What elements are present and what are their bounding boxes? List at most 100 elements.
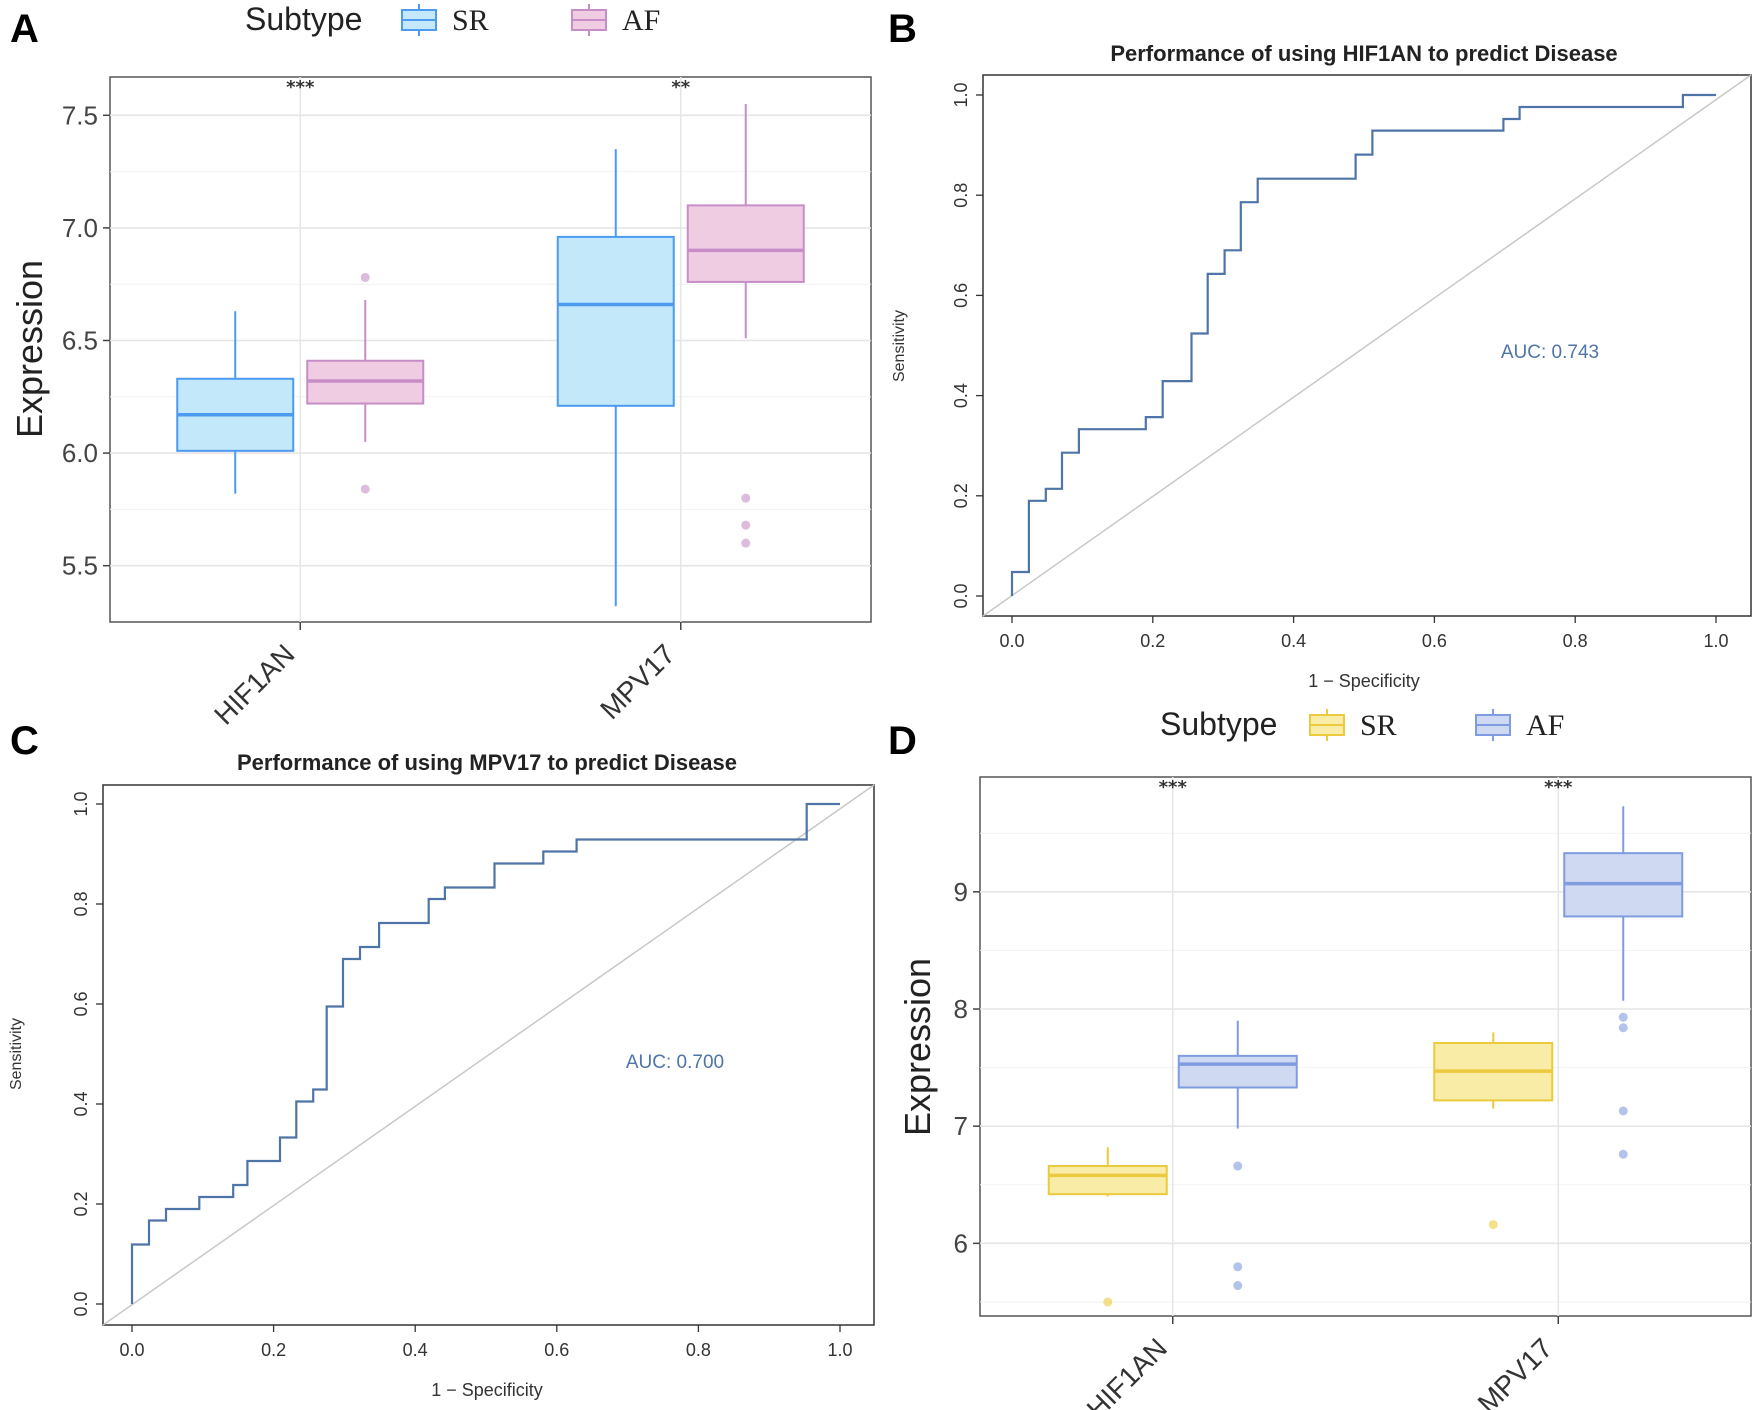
panel-letter-a: A (10, 7, 39, 51)
y-tick-label: 0.2 (71, 1191, 91, 1216)
outlier-point (741, 493, 751, 503)
outlier-point (1618, 1106, 1628, 1116)
outlier-point (1233, 1262, 1243, 1272)
x-tick-label: HIF1AN (208, 638, 300, 730)
significance-label: *** (286, 77, 315, 98)
legend-entry-af: AF (1475, 709, 1564, 742)
roc-curve (1010, 93, 1716, 596)
boxes (1047, 806, 1684, 1307)
y-tick-label: 0.2 (951, 483, 971, 508)
legend-label: SR (1360, 709, 1397, 742)
y-tick-label: 6.0 (62, 438, 98, 468)
y-axis-label: Expression (897, 958, 938, 1136)
outlier-point (1233, 1161, 1243, 1171)
y-tick-label: 7.5 (62, 100, 98, 130)
x-axis-label: 1 − Specificity (1308, 671, 1420, 691)
legend-title: Subtype (1160, 706, 1277, 742)
y-tick-label: 8 (954, 994, 968, 1024)
panel-d: D Subtype SR AF *** *** 6 7 8 9 HIF1AN MPV17 E… (888, 706, 1752, 1410)
box-mpv17-sr (556, 149, 675, 607)
x-tick-label: HIF1AN (1081, 1332, 1173, 1410)
x-tick-label: 1.0 (1703, 631, 1728, 651)
outlier-point (360, 484, 370, 494)
y-axis-label: Sensitivity (8, 1018, 25, 1090)
x-tick-label: 0.2 (261, 1340, 286, 1360)
x-tick-label: 1.0 (827, 1340, 852, 1360)
box-hif1an-af (306, 272, 425, 494)
legend-label: AF (1526, 709, 1564, 742)
box-body (1177, 1054, 1298, 1089)
y-tick-label: 7.0 (62, 213, 98, 243)
box-body (1047, 1165, 1168, 1196)
x-tick-label: MPV17 (1472, 1332, 1559, 1410)
outlier-point (1488, 1220, 1498, 1230)
auc-label: AUC: 0.700 (626, 1052, 724, 1073)
box-body (556, 235, 675, 407)
panel-b: B Performance of using HIF1AN to predict… (888, 7, 1752, 691)
auc-label: AUC: 0.743 (1501, 342, 1599, 363)
y-tick-label: 0.6 (951, 283, 971, 308)
box-mpv17-af (1563, 806, 1684, 1159)
box-hif1an-sr (176, 311, 295, 494)
x-tick-label: MPV17 (594, 638, 681, 725)
y-axis-label: Expression (9, 260, 50, 438)
panel-c: C Performance of using MPV17 to predict … (8, 719, 875, 1400)
x-axis-label: 1 − Specificity (431, 1380, 543, 1400)
box-mpv17-af (686, 104, 805, 548)
y-tick-label: 1.0 (951, 82, 971, 107)
x-tick-label: 0.8 (686, 1340, 711, 1360)
x-tick-label: 0.4 (403, 1340, 428, 1360)
significance-label: *** (1544, 777, 1573, 798)
panel-letter-c: C (10, 719, 39, 763)
plot-area (109, 76, 872, 623)
roc-curve (130, 802, 840, 1304)
x-tick-label: 0.2 (1140, 631, 1165, 651)
x-tick-label: 0.4 (1281, 631, 1306, 651)
box-hif1an-sr (1047, 1147, 1168, 1307)
legend-entry-af: AF (571, 4, 660, 37)
legend: SR AF (1309, 709, 1564, 742)
axes: 0.0 0.2 0.4 0.6 0.8 1.0 0.0 0.2 0.4 0.6 0.8 1.0 (951, 74, 1752, 651)
plot-border (102, 784, 875, 1326)
legend-entry-sr: SR (401, 4, 489, 37)
legend-label: SR (452, 4, 489, 37)
outlier-point (1103, 1297, 1113, 1307)
chart-title: Performance of using MPV17 to predict Di… (237, 750, 737, 775)
y-tick-label: 0.0 (71, 1291, 91, 1316)
outlier-point (741, 538, 751, 548)
y-tick-label: 6.5 (62, 325, 98, 355)
y-axis: 6 7 8 9 (954, 877, 980, 1258)
box-mpv17-sr (1433, 1032, 1554, 1230)
x-tick-label: 0.6 (544, 1340, 569, 1360)
plot-border (982, 74, 1752, 617)
box-body (686, 204, 805, 283)
boxes (176, 104, 805, 607)
outlier-point (1618, 1012, 1628, 1022)
axes: 0.0 0.2 0.4 0.6 0.8 1.0 0.0 0.2 0.4 0.6 0.8 1.0 (71, 784, 875, 1360)
outlier-point (741, 520, 751, 530)
outlier-point (360, 272, 370, 282)
diagonal-reference-line (102, 784, 875, 1326)
y-tick-label: 0.4 (951, 383, 971, 408)
x-tick-label: 0.0 (119, 1340, 144, 1360)
roc-line (1010, 93, 1716, 596)
y-tick-label: 9 (954, 877, 968, 907)
y-tick-label: 7 (954, 1111, 968, 1141)
x-axis: HIF1AN MPV17 (208, 622, 682, 731)
y-tick-label: 0.8 (951, 183, 971, 208)
chart-title: Performance of using HIF1AN to predict D… (1110, 41, 1617, 66)
outlier-point (1618, 1149, 1628, 1159)
y-axis-label: Sensitivity (891, 310, 908, 382)
y-tick-label: 0.0 (951, 583, 971, 608)
y-tick-label: 1.0 (71, 791, 91, 816)
diagonal-reference-line (982, 74, 1752, 617)
x-tick-label: 0.0 (999, 631, 1024, 651)
legend-entry-sr: SR (1309, 709, 1397, 742)
panel-letter-d: D (888, 719, 917, 763)
y-axis: 5.5 6.0 6.5 7.0 7.5 (62, 100, 110, 581)
legend: SR AF (401, 4, 660, 37)
panel-a: A Subtype SR AF *** ** 5.56.06.57.07.5 HIF… (9, 1, 872, 731)
significance-label: *** (1159, 777, 1188, 798)
y-tick-label: 5.5 (62, 551, 98, 581)
